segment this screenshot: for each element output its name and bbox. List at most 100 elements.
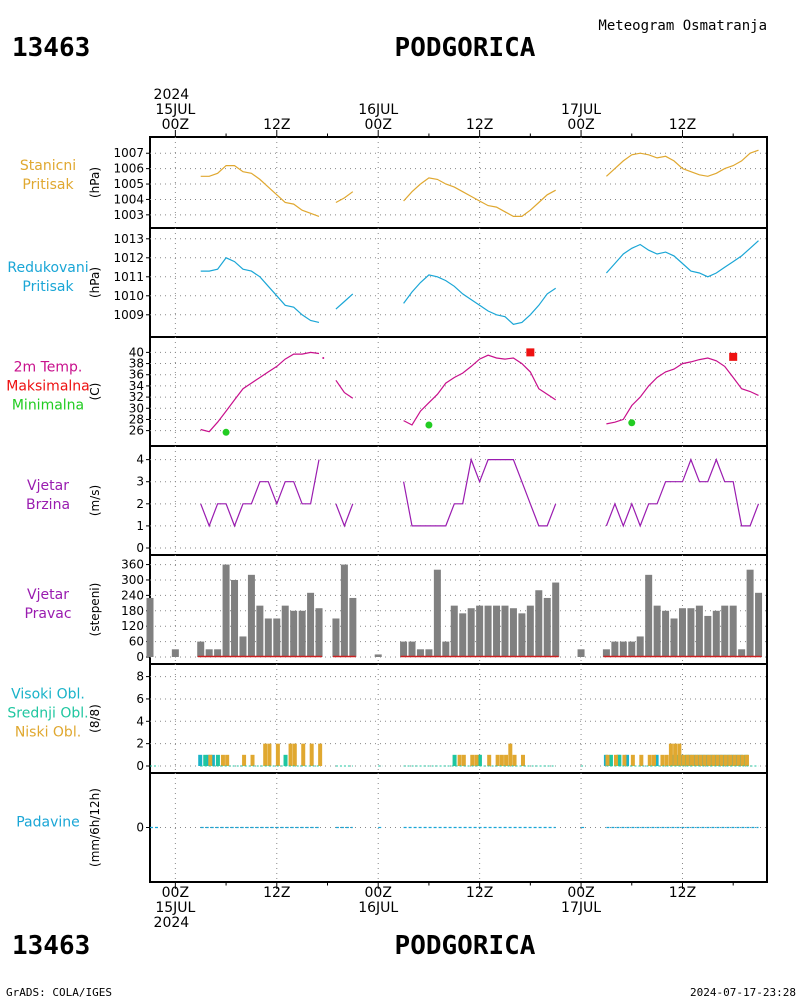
wind_speed-series-line: [200, 459, 320, 528]
cloud-bar-2: [702, 754, 707, 766]
wind-direction-bar: [231, 579, 239, 657]
station_pressure-series-line: [403, 177, 556, 217]
cloud-bar-2: [715, 754, 720, 766]
wind_direction-ytick-label: 60: [129, 635, 144, 649]
cloud-bar-2: [520, 754, 525, 766]
temperature-point: [322, 356, 325, 359]
time-label: 00Z: [365, 885, 392, 901]
wind-direction-bar: [307, 592, 315, 657]
cloud-bar-2: [288, 743, 293, 766]
wind_direction-ylabel: (stepeni): [88, 583, 102, 637]
footer-timestamp: 2024-07-17-23:28: [690, 986, 796, 999]
station-id-bottom: 13463: [12, 931, 90, 961]
wind-direction-bar: [543, 597, 551, 657]
wind-direction-bar: [602, 649, 610, 657]
time-label: 12Z: [466, 117, 493, 133]
cloud-bar-2: [698, 754, 703, 766]
wind-direction-bar: [687, 608, 695, 657]
cloud-bar-2: [677, 743, 682, 766]
wind-direction-bar: [552, 582, 560, 657]
cloud-bar-2: [301, 743, 306, 766]
cloud_cover-ylabel: (8/8): [88, 704, 102, 733]
wind-direction-bar: [264, 618, 272, 657]
station_pressure-series-line: [335, 191, 354, 204]
temperature-ylabel: (C): [88, 383, 102, 401]
station-id-top: 13463: [12, 33, 90, 63]
station-name-bottom: PODGORICA: [395, 931, 536, 961]
wind-direction-bar: [433, 569, 441, 657]
cloud_cover-ytick-label: 4: [136, 714, 144, 728]
cloud-bar-0: [210, 754, 215, 766]
cloud-bar-2: [461, 754, 466, 766]
cloud-bar-2: [267, 743, 272, 766]
wind_speed-series-line: [335, 503, 354, 528]
cloud-bar-2: [732, 754, 737, 766]
cloud-bar-0: [198, 754, 203, 766]
wind-direction-bar: [738, 649, 746, 657]
reduced_pressure-label: Pritisak: [22, 279, 74, 295]
time-label: 12Z: [263, 885, 290, 901]
cloud-bar-2: [470, 754, 475, 766]
cloud-bar-1: [617, 754, 622, 766]
wind-direction-bar: [493, 605, 501, 657]
reduced_pressure-series-line: [335, 293, 354, 310]
wind-direction-bar: [273, 618, 281, 657]
cloud-bar-2: [487, 754, 492, 766]
reduced_pressure-series-line: [403, 274, 557, 325]
temperature-ytick-label: 34: [129, 379, 144, 393]
reduced_pressure-ytick-label: 1013: [113, 232, 144, 246]
temperature-frame: [149, 336, 768, 447]
time-label: 00Z: [365, 117, 392, 133]
wind-direction-bar: [628, 641, 636, 657]
wind-direction-bar: [712, 610, 720, 657]
cloud-bar-2: [744, 754, 749, 766]
station_pressure-label: Pritisak: [22, 177, 74, 193]
wind-direction-bar: [256, 605, 264, 657]
cloud-bar-2: [250, 754, 255, 766]
cloud-bar-2: [723, 754, 728, 766]
cloud-bar-2: [690, 754, 695, 766]
temperature-series-line: [200, 351, 320, 433]
temperature-series-line: [403, 354, 557, 426]
reduced_pressure-ytick-label: 1011: [113, 270, 144, 284]
cloud-bar-2: [474, 754, 479, 766]
wind_direction-ytick-label: 360: [121, 558, 144, 572]
cloud-bar-2: [660, 754, 665, 766]
wind-direction-bar: [400, 641, 408, 657]
reduced_pressure-ylabel: (hPa): [88, 267, 102, 298]
wind_speed-ytick-label: 1: [136, 519, 144, 533]
station_pressure-ytick-label: 1006: [113, 162, 144, 176]
cloud-bar-2: [728, 754, 733, 766]
wind_direction-ytick-label: 0: [136, 650, 144, 664]
time-label: 17JUL: [561, 102, 601, 118]
panel-precipitation: 0 (mm/6h/12h) Padavine: [16, 772, 768, 883]
wind-direction-bar: [518, 613, 526, 657]
cloud-bar-2: [242, 754, 247, 766]
temperature-ytick-label: 40: [129, 345, 144, 359]
wind-direction-bar: [459, 613, 467, 657]
temperature-ytick-label: 32: [129, 390, 144, 404]
time-label: 12Z: [466, 885, 493, 901]
temperature-ytick-label: 26: [129, 424, 144, 438]
wind-direction-bar: [577, 649, 585, 657]
wind-direction-bar: [678, 608, 686, 657]
cloud_cover-label: Niski Obl.: [15, 725, 81, 741]
wind_speed-series-line: [403, 457, 557, 527]
cloud-bar-2: [681, 754, 686, 766]
wind_speed-ytick-label: 2: [136, 497, 144, 511]
wind-direction-bar: [535, 590, 543, 657]
wind-direction-bar: [695, 605, 703, 657]
wind_speed-ytick-label: 3: [136, 475, 144, 489]
cloud-bar-2: [263, 743, 268, 766]
station_pressure-series-line: [605, 149, 759, 177]
tmax-marker: [729, 352, 738, 361]
wind-direction-bar: [281, 605, 289, 657]
temperature-ytick-label: 38: [129, 357, 144, 371]
time-label: 12Z: [263, 117, 290, 133]
wind-direction-bar: [442, 641, 450, 657]
wind-direction-bar: [611, 641, 619, 657]
cloud-bar-2: [639, 754, 644, 766]
